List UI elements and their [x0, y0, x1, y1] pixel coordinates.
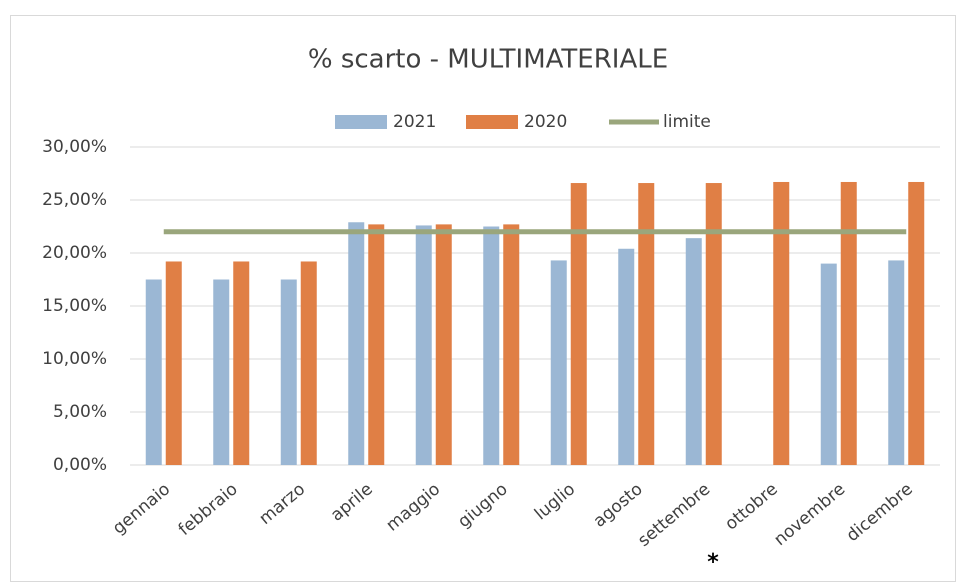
annotation: * [707, 550, 719, 575]
bar [705, 183, 722, 466]
bar [165, 261, 182, 465]
chart-title: % scarto - MULTIMATERIALE [308, 45, 668, 75]
bar [435, 224, 452, 465]
bar [213, 279, 230, 465]
y-tick-label: 15,00% [42, 296, 107, 316]
bar [503, 224, 520, 465]
bar [638, 183, 655, 466]
bar [415, 225, 432, 465]
legend-label: limite [663, 112, 711, 132]
bar [550, 260, 567, 465]
y-tick-label: 5,00% [53, 402, 107, 422]
bar [820, 263, 837, 465]
bar [368, 224, 385, 465]
y-tick-label: 0,00% [53, 455, 107, 475]
bar [233, 261, 250, 465]
bar [908, 181, 925, 466]
bar [483, 226, 500, 465]
y-tick-label: 10,00% [42, 349, 107, 369]
bar [348, 222, 365, 465]
y-tick-label: 25,00% [42, 190, 107, 210]
legend-swatch [466, 115, 518, 129]
bar [145, 279, 162, 465]
bar [570, 183, 587, 466]
bar [280, 279, 297, 465]
bar [888, 260, 905, 465]
bar [773, 181, 790, 466]
y-tick-label: 30,00% [42, 137, 107, 157]
bar [300, 261, 317, 465]
y-tick-label: 20,00% [42, 243, 107, 263]
bar [840, 181, 857, 466]
legend-label: 2020 [524, 112, 567, 132]
legend-swatch [335, 115, 387, 129]
legend-label: 2021 [393, 112, 436, 132]
bar [618, 248, 635, 465]
bar [685, 238, 702, 465]
